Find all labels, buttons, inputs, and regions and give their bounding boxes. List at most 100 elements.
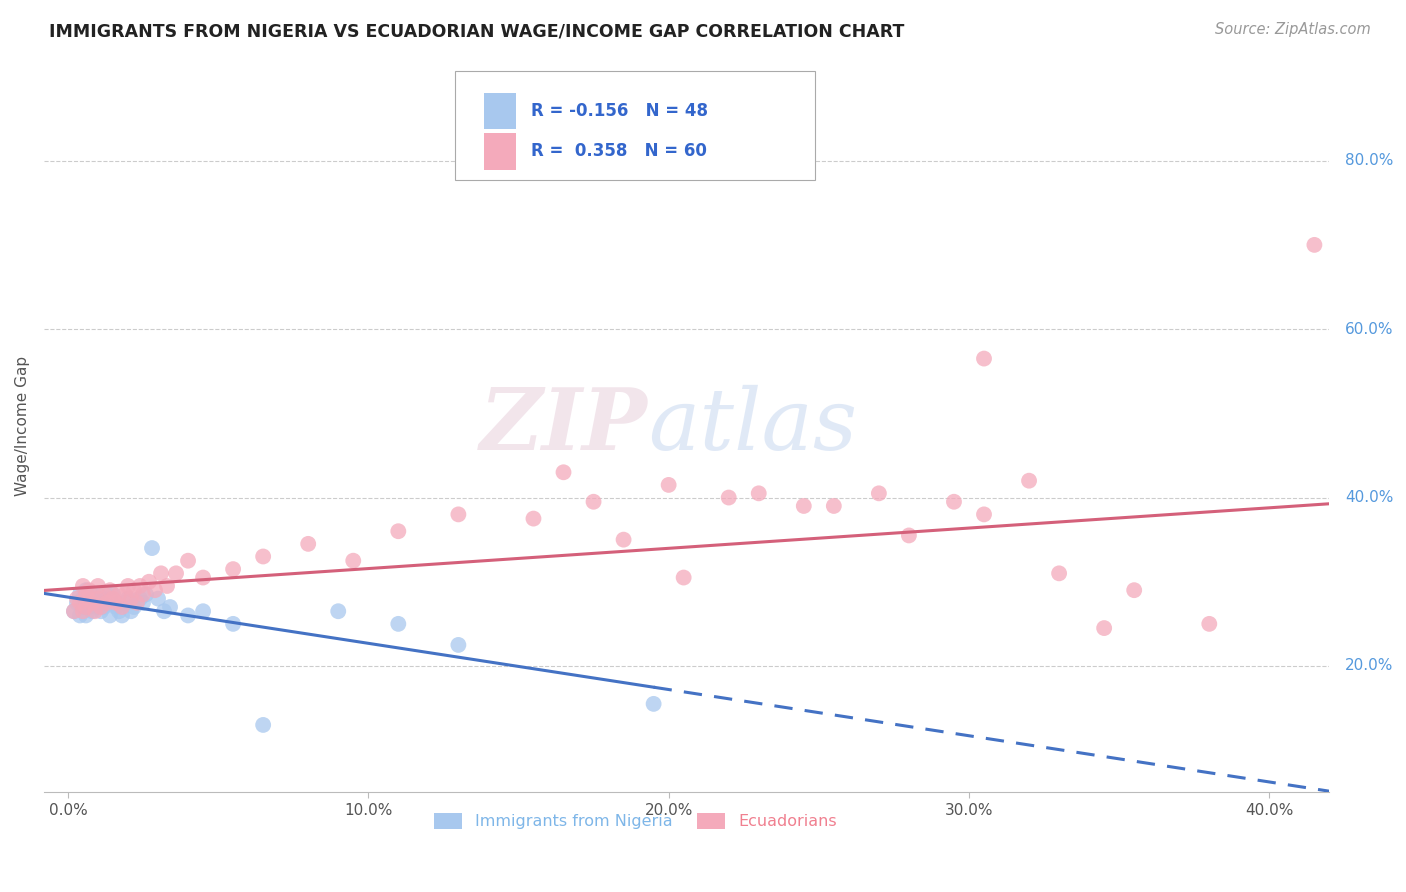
Point <box>80 587 103 601</box>
Point <box>122 583 145 598</box>
Point <box>108 604 131 618</box>
Text: 20.0%: 20.0% <box>1346 658 1393 673</box>
Point <box>90 596 112 610</box>
Point <box>104 600 127 615</box>
Point <box>387 616 409 631</box>
Point <box>117 591 139 606</box>
Point <box>748 486 770 500</box>
Point <box>84 604 107 618</box>
Point <box>101 591 124 606</box>
Text: Source: ZipAtlas.com: Source: ZipAtlas.com <box>1215 22 1371 37</box>
Point <box>191 604 214 618</box>
Point <box>177 608 200 623</box>
Point <box>658 478 681 492</box>
Point <box>87 587 110 601</box>
Point <box>72 579 94 593</box>
Point <box>129 591 152 606</box>
FancyBboxPatch shape <box>484 93 516 129</box>
Point <box>93 600 115 615</box>
Point <box>328 604 350 618</box>
Point <box>90 604 112 618</box>
Point <box>823 499 845 513</box>
Point <box>522 511 544 525</box>
Point <box>191 570 214 584</box>
Point <box>342 554 364 568</box>
Point <box>150 566 173 581</box>
Point <box>1018 474 1040 488</box>
Text: 40.0%: 40.0% <box>1346 490 1393 505</box>
Text: R =  0.358   N = 60: R = 0.358 N = 60 <box>531 142 707 161</box>
Point <box>72 591 94 606</box>
Point <box>93 591 115 606</box>
Point <box>72 600 94 615</box>
Point <box>582 495 605 509</box>
Point <box>87 579 110 593</box>
Point <box>1123 583 1146 598</box>
Point <box>87 591 110 606</box>
Point <box>672 570 695 584</box>
Point <box>80 604 103 618</box>
Point <box>1092 621 1115 635</box>
Point <box>143 583 166 598</box>
Point <box>72 604 94 618</box>
Point <box>717 491 740 505</box>
Point <box>75 608 97 623</box>
Point <box>77 583 100 598</box>
Point <box>252 549 274 564</box>
Point <box>69 596 91 610</box>
Point <box>75 596 97 610</box>
Point <box>943 495 966 509</box>
Text: IMMIGRANTS FROM NIGERIA VS ECUADORIAN WAGE/INCOME GAP CORRELATION CHART: IMMIGRANTS FROM NIGERIA VS ECUADORIAN WA… <box>49 22 904 40</box>
Point <box>177 554 200 568</box>
Point <box>129 579 152 593</box>
Point <box>77 591 100 606</box>
Point <box>77 591 100 606</box>
Point <box>66 596 89 610</box>
Point <box>146 591 169 606</box>
Point <box>159 600 181 615</box>
Point <box>1198 616 1220 631</box>
Point <box>101 596 124 610</box>
Text: R = -0.156   N = 48: R = -0.156 N = 48 <box>531 102 709 120</box>
Point <box>125 596 148 610</box>
Point <box>973 351 995 366</box>
Point <box>141 541 163 555</box>
Point <box>69 608 91 623</box>
Text: 80.0%: 80.0% <box>1346 153 1393 169</box>
Point <box>138 574 160 589</box>
Point <box>93 587 115 601</box>
Point <box>135 587 157 601</box>
Point <box>104 596 127 610</box>
Y-axis label: Wage/Income Gap: Wage/Income Gap <box>15 356 30 496</box>
Point <box>90 600 112 615</box>
Point <box>553 465 575 479</box>
Point <box>96 596 118 610</box>
Point <box>132 596 155 610</box>
Point <box>75 583 97 598</box>
Point <box>75 600 97 615</box>
Point <box>66 591 89 606</box>
Point <box>153 604 176 618</box>
Point <box>643 697 665 711</box>
Point <box>98 583 121 598</box>
FancyBboxPatch shape <box>484 133 516 169</box>
Point <box>122 600 145 615</box>
Text: 60.0%: 60.0% <box>1346 322 1393 336</box>
FancyBboxPatch shape <box>456 70 815 180</box>
Point <box>69 587 91 601</box>
Text: ZIP: ZIP <box>481 384 648 467</box>
Point <box>297 537 319 551</box>
Point <box>447 508 470 522</box>
Point <box>96 596 118 610</box>
Point <box>973 508 995 522</box>
Point <box>96 587 118 601</box>
Point <box>111 600 134 615</box>
Point <box>63 604 86 618</box>
Point <box>75 587 97 601</box>
Point <box>868 486 890 500</box>
Point <box>80 596 103 610</box>
Point <box>114 587 136 601</box>
Point <box>447 638 470 652</box>
Point <box>108 587 131 601</box>
Point <box>87 600 110 615</box>
